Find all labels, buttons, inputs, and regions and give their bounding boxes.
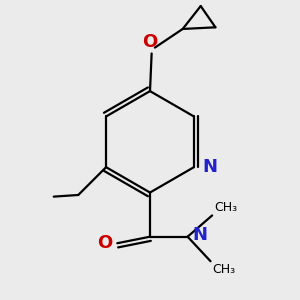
Text: O: O — [142, 33, 158, 51]
Text: CH₃: CH₃ — [214, 201, 237, 214]
Text: N: N — [193, 226, 208, 244]
Text: CH₃: CH₃ — [212, 263, 235, 276]
Text: O: O — [97, 234, 112, 252]
Text: N: N — [202, 158, 217, 176]
